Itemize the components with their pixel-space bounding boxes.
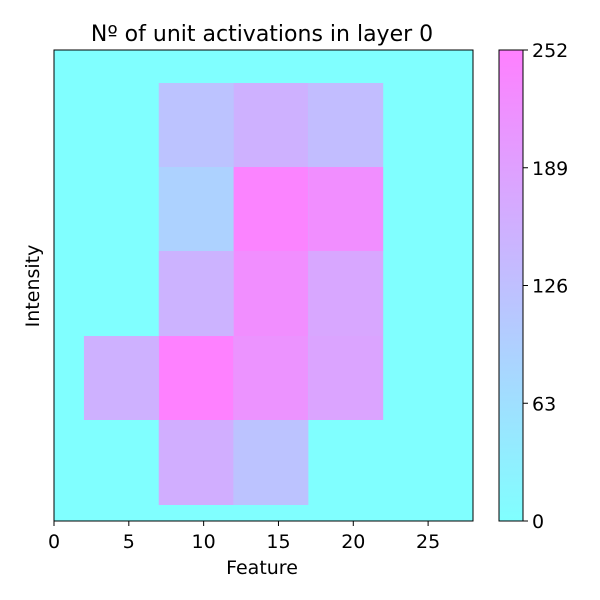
x-tick-label: 25 — [416, 531, 440, 553]
x-axis-label: Feature — [226, 557, 298, 579]
x-tick-label: 5 — [123, 531, 135, 553]
x-tick-label: 0 — [48, 531, 60, 553]
heatmap-cell — [83, 336, 159, 420]
x-axis: 0 5 10 15 20 25 — [48, 521, 440, 553]
heatmap-cell — [233, 83, 309, 167]
colorbar-tick-label: 189 — [532, 158, 568, 180]
heatmap-cell — [308, 167, 384, 251]
heatmap-cell — [233, 420, 309, 505]
x-tick-label: 20 — [341, 531, 365, 553]
y-axis-label: Intensity — [22, 245, 44, 328]
heatmap-cell — [308, 83, 384, 167]
heatmap-cells — [83, 83, 384, 505]
colorbar-tick-label: 0 — [532, 511, 544, 533]
heatmap-cell — [233, 167, 309, 251]
heatmap-cell — [233, 336, 309, 420]
heatmap-cell — [158, 251, 234, 336]
chart-title: Nº of unit activations in layer 0 — [91, 22, 433, 47]
x-tick-label: 15 — [266, 531, 290, 553]
colorbar-tick-label: 63 — [532, 393, 556, 415]
heatmap-cell — [308, 251, 384, 336]
x-tick-label: 10 — [192, 531, 216, 553]
colorbar-tick-label: 126 — [532, 276, 568, 298]
heatmap-cell — [158, 83, 234, 167]
heatmap-cell — [158, 167, 234, 251]
colorbar-tick-label: 252 — [532, 40, 568, 62]
colorbar-axis: 0 63 126 189 252 — [523, 40, 568, 533]
heatmap-cell — [308, 336, 384, 420]
plot-frame — [53, 49, 474, 522]
colorbar — [498, 49, 524, 522]
heatmap-cell — [158, 420, 234, 505]
heatmap-cell — [158, 336, 234, 420]
heatmap-cell — [233, 251, 309, 336]
